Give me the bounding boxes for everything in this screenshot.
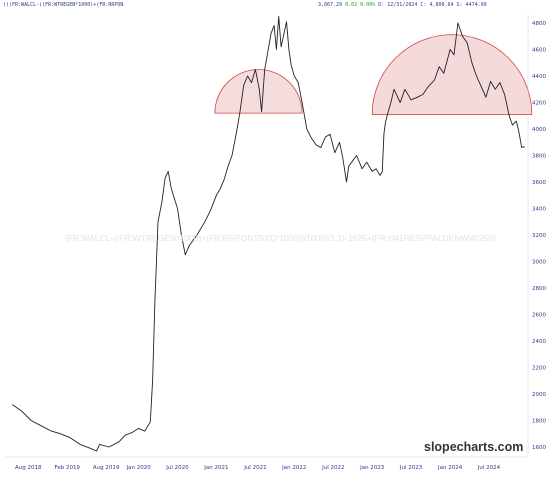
close-value: 3,867.29: [318, 2, 343, 8]
y-tick-label: 1600: [532, 445, 546, 451]
x-tick-label: Aug 2018: [15, 465, 42, 471]
y-tick-label: 2200: [532, 366, 546, 372]
x-tick-label: Jan 2020: [125, 465, 151, 471]
x-tick-label: Jul 2024: [477, 465, 501, 471]
y-tick-label: 4800: [532, 21, 546, 27]
y-tick-label: 3000: [532, 260, 546, 266]
series-line: [12, 15, 525, 452]
y-tick-label: 2600: [532, 313, 546, 319]
x-tick-label: Jan 2021: [203, 465, 228, 471]
y-tick-label: 1800: [532, 419, 546, 425]
x-tick-label: Jul 2021: [243, 465, 266, 471]
y-tick-label: 3800: [532, 154, 546, 160]
brand-watermark: slopecharts.com: [424, 440, 524, 454]
x-tick-label: Jan 2023: [359, 465, 385, 471]
y-tick-label: 3200: [532, 233, 546, 239]
y-tick-label: 4600: [532, 48, 546, 54]
x-tick-label: Jul 2023: [399, 465, 423, 471]
y-tick-label: 4200: [532, 101, 546, 107]
y-tick-label: 2000: [532, 392, 546, 398]
arch-annotation-1: [214, 69, 303, 114]
y-tick-label: 3400: [532, 207, 546, 213]
y-tick-label: 2800: [532, 286, 546, 292]
x-tick-label: Feb 2019: [54, 465, 80, 471]
x-tick-label: Jan 2022: [281, 465, 306, 471]
arch-annotation-2: [371, 34, 533, 115]
x-tick-label: Jul 2022: [321, 465, 344, 471]
date-value: D: 12/31/2024: [378, 2, 418, 8]
y-tick-label: 4000: [532, 127, 546, 133]
formula-header: ()(FR:WALCL-((FR:WTREGEN*1000)+(FR:RRPON: [3, 2, 124, 8]
x-tick-label: Jan 2024: [437, 465, 463, 471]
y-tick-label: 4400: [532, 74, 546, 80]
x-tick-label: Aug 2019: [93, 465, 120, 471]
change-value: 0.02 0.00%: [345, 2, 376, 8]
s-value: S: 4474.99: [456, 2, 487, 8]
y-tick-label: 2400: [532, 339, 546, 345]
y-tick-label: 3600: [532, 180, 546, 186]
formula-watermark: (FR:WALCL-((FR:WTREGEN*1000)+(FR:RRPONTS…: [65, 233, 496, 243]
x-tick-label: Jul 2020: [165, 465, 189, 471]
price-info: 3,867.29 0.02 0.00% D: 12/31/2024 C: 4,8…: [318, 2, 487, 8]
c-value: C: 4,800.64: [420, 2, 454, 8]
